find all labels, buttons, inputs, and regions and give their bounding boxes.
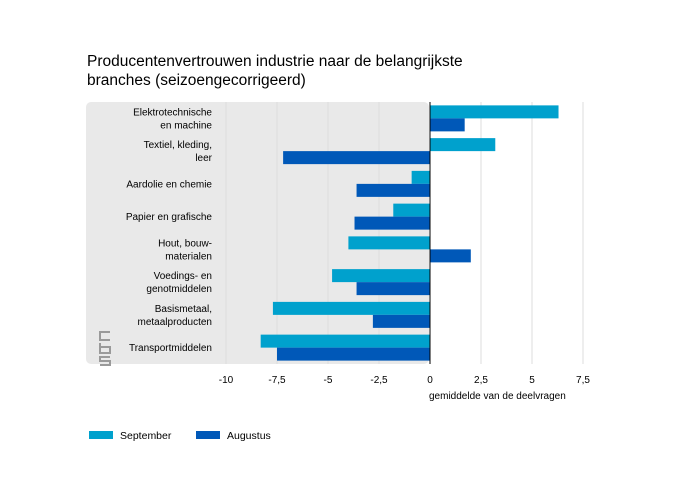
bar-augustus-7 (372, 314, 430, 328)
bar-september-8 (260, 334, 430, 348)
legend: September Augustus (89, 430, 271, 442)
category-label: Aardolie en chemie (126, 179, 212, 190)
x-tick-label: 7,5 (576, 375, 590, 386)
category-label: Basismetaal, (155, 304, 212, 315)
category-labels: Elektrotechnische en machine Textiel, kled… (126, 107, 213, 354)
x-tick-label: -10 (219, 375, 234, 386)
category-label: materialen (165, 251, 212, 262)
bar-augustus-3 (356, 183, 430, 197)
category-panel (86, 102, 429, 364)
legend-swatch-september (89, 431, 113, 439)
category-label: genotmiddelen (146, 284, 212, 295)
legend-label-september: September (120, 430, 172, 442)
bar-augustus-4 (354, 216, 430, 230)
category-label: Voedings- en (154, 271, 212, 282)
bar-september-2 (430, 138, 496, 152)
bars (260, 105, 559, 361)
x-tick-labels: -10 -7,5 -5 -2,5 0 2,5 5 7,5 (219, 375, 591, 386)
bar-september-3 (411, 170, 430, 184)
bar-augustus-5 (430, 249, 471, 263)
bar-september-1 (430, 105, 559, 119)
bar-augustus-1 (430, 118, 465, 132)
category-label: Textiel, kleding, (144, 140, 212, 151)
x-tick-label: 2,5 (474, 375, 488, 386)
legend-swatch-augustus (196, 431, 220, 439)
chart-title-line-1: Producentenvertrouwen industrie naar de … (87, 53, 463, 70)
chart-title: Producentenvertrouwen industrie naar de … (87, 53, 463, 89)
category-label: Hout, bouw- (158, 238, 212, 249)
x-axis-label: gemiddelde van de deelvragen (429, 391, 566, 402)
x-tick-label: -5 (324, 375, 333, 386)
bar-september-6 (332, 269, 430, 283)
x-tick-label: -2,5 (370, 375, 388, 386)
x-tick-label: -7,5 (268, 375, 286, 386)
cbs-logo (99, 331, 111, 366)
bar-september-4 (393, 203, 430, 217)
category-label: metaalproducten (138, 317, 213, 328)
bar-augustus-2 (283, 151, 430, 165)
bar-augustus-6 (356, 282, 430, 296)
category-label: leer (195, 153, 212, 164)
category-label: Elektrotechnische (133, 107, 212, 118)
bar-september-5 (348, 236, 430, 250)
legend-label-augustus: Augustus (227, 430, 271, 442)
category-label: Papier en grafische (126, 212, 213, 223)
x-tick-label: 0 (427, 375, 433, 386)
x-tick-label: 5 (529, 375, 535, 386)
category-label: en machine (160, 120, 212, 131)
bar-september-7 (272, 301, 430, 315)
chart-title-line-2: branches (seizoengecorrigeerd) (87, 72, 306, 89)
bar-augustus-8 (277, 347, 430, 361)
category-label: Transportmiddelen (129, 343, 212, 354)
